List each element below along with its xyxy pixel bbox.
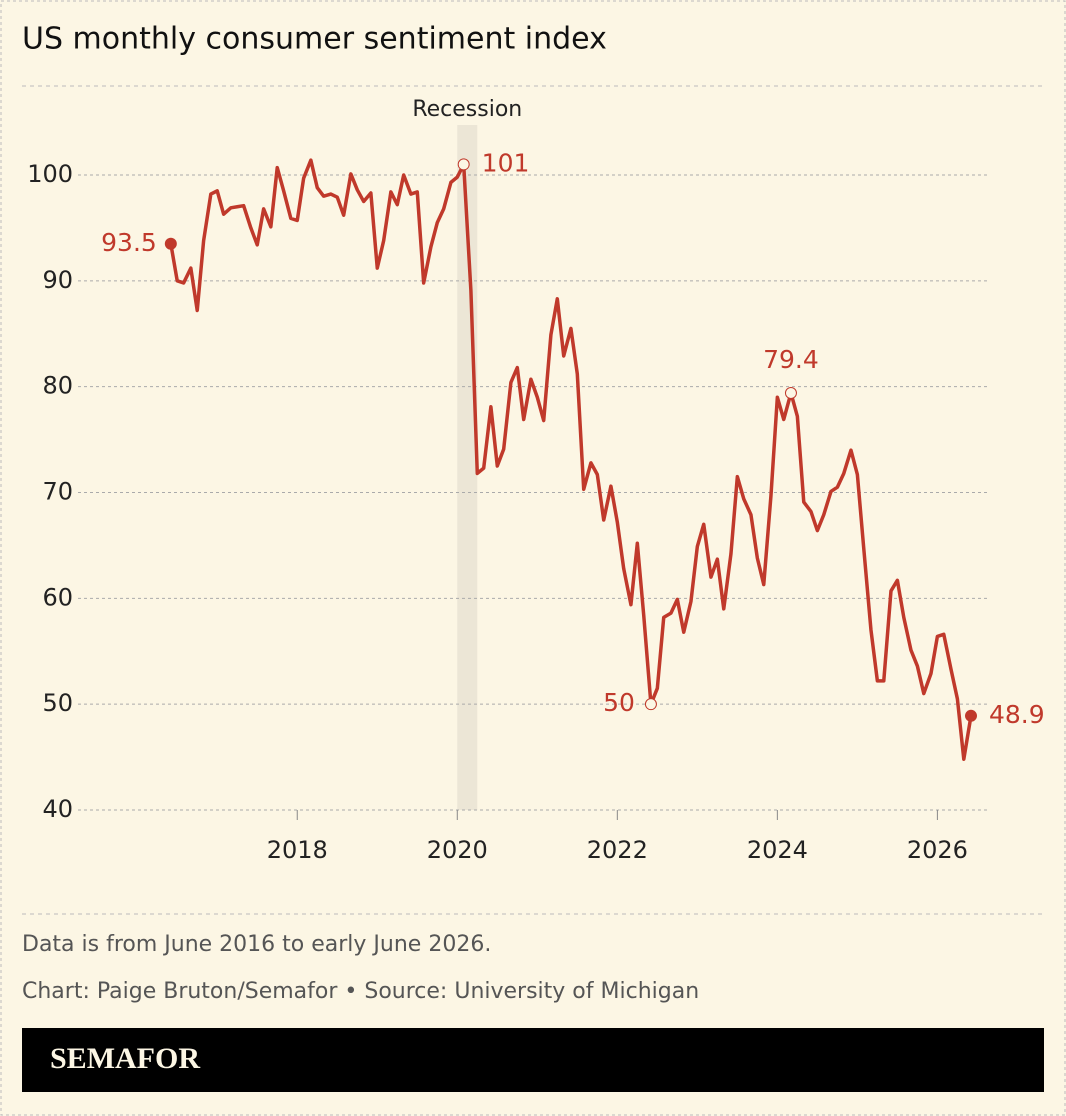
x-tick-label: 2022 <box>587 836 648 864</box>
x-tick-label: 2020 <box>427 836 488 864</box>
y-tick-label: 100 <box>27 160 73 188</box>
point-marker <box>164 237 177 250</box>
chart-title: US monthly consumer sentiment index <box>22 22 607 57</box>
point-marker <box>964 709 977 722</box>
data-label: 50 <box>603 688 635 717</box>
credit: Chart: Paige Bruton/Semafor • Source: Un… <box>22 979 699 1004</box>
brand-bar <box>22 1028 1044 1092</box>
point-marker <box>457 158 470 171</box>
point-marker <box>644 698 657 711</box>
x-tick-label: 2018 <box>267 836 328 864</box>
recession-label: Recession <box>412 97 522 122</box>
note: Data is from June 2016 to early June 202… <box>22 932 491 957</box>
y-tick-label: 70 <box>42 478 73 506</box>
x-tick-label: 2026 <box>907 836 968 864</box>
y-tick-label: 50 <box>42 689 73 717</box>
y-tick-label: 80 <box>42 372 73 400</box>
data-label: 79.4 <box>763 345 819 374</box>
line <box>169 158 973 761</box>
y-tick-label: 60 <box>42 583 73 611</box>
y-tick-label: 40 <box>42 795 73 823</box>
data-label: 48.9 <box>989 700 1045 729</box>
brand: SEMAFOR <box>50 1042 200 1075</box>
point-marker <box>784 387 797 400</box>
x-tick-label: 2024 <box>747 836 808 864</box>
data-label: 101 <box>482 148 530 177</box>
data-label: 93.5 <box>101 228 157 257</box>
y-tick-label: 90 <box>42 266 73 294</box>
